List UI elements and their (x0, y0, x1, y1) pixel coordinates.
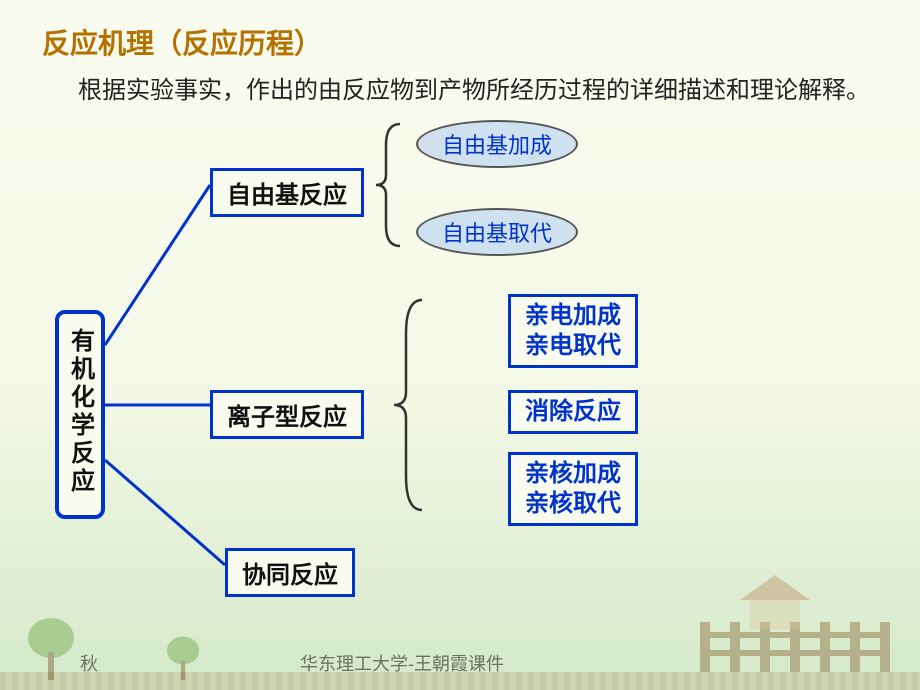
tree-decoration-2 (167, 637, 199, 680)
brace-radical (376, 124, 400, 246)
tree-decoration-1 (28, 618, 74, 680)
brace-ionic (394, 300, 422, 510)
house-decoration (740, 580, 810, 630)
footer-left: 秋 (80, 650, 98, 676)
footer-center: 华东理工大学-王朝霞课件 (300, 650, 504, 676)
